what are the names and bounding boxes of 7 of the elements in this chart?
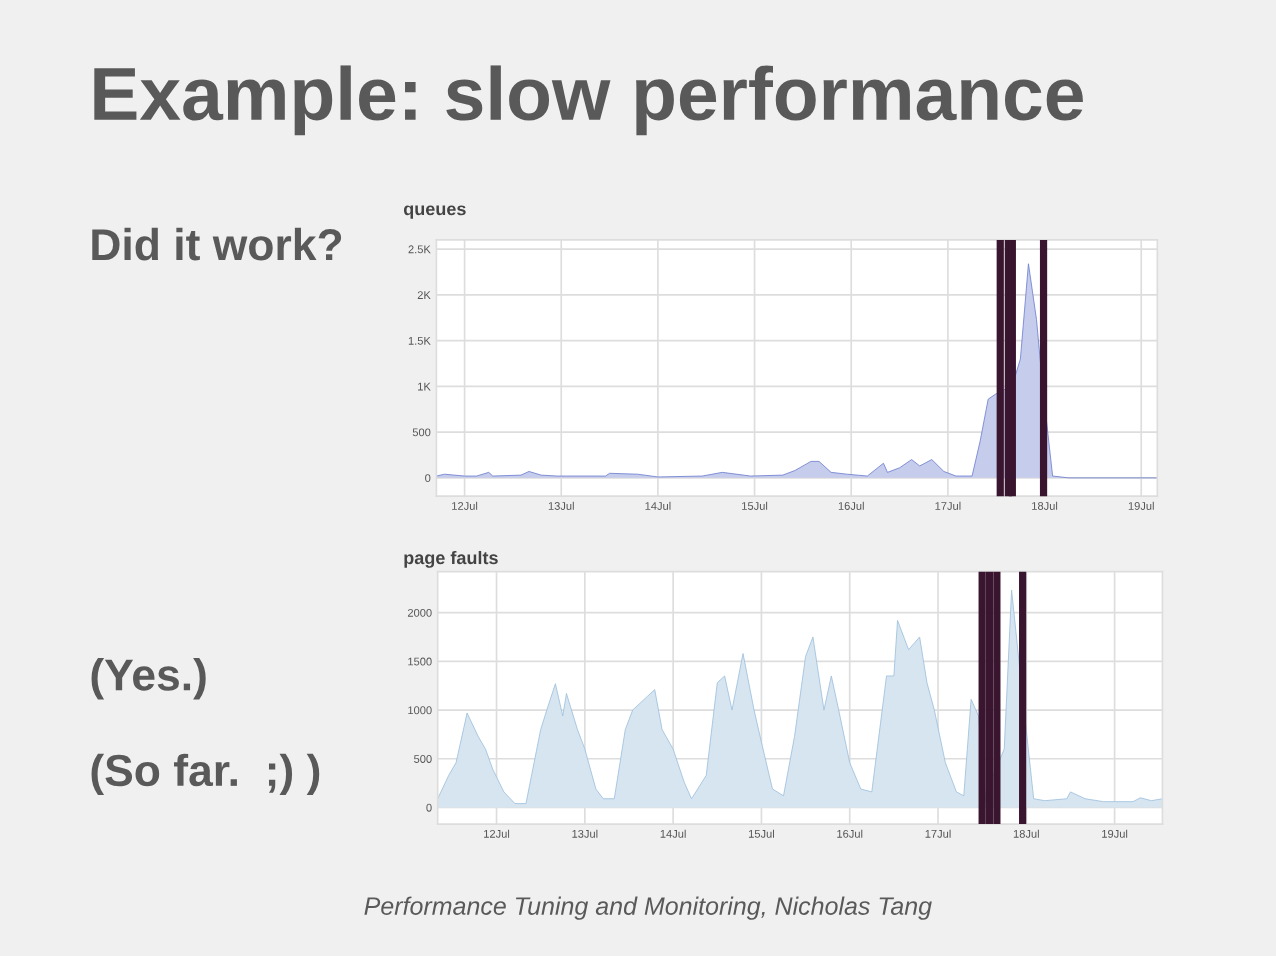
chart-title: page faults [404, 550, 498, 568]
text: Example: slow performance [94, 65, 1083, 136]
text: (Yes.) [91, 658, 206, 700]
text: Performance Tuning and Monitoring, Nicholas Tang [364, 896, 932, 920]
chart-title: queues [403, 205, 466, 219]
text: (So far. ;) ) [91, 753, 320, 796]
text: Did it work? [92, 227, 342, 261]
